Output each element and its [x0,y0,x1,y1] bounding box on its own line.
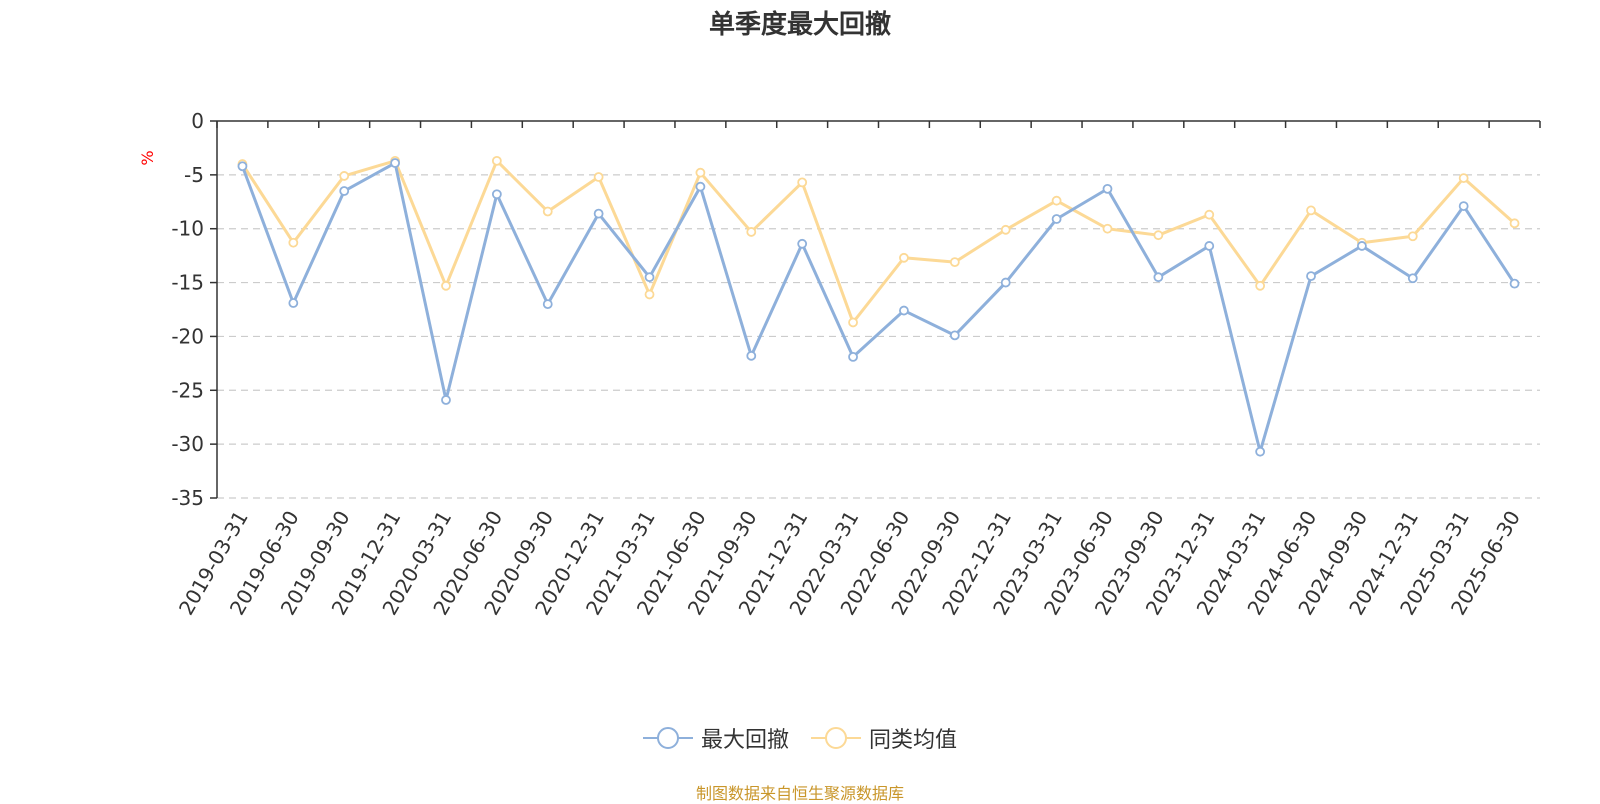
data-point-max-drawdown [390,158,400,168]
data-point-peer-average [1255,280,1266,291]
series-line-max-drawdown [241,161,1516,454]
data-point-peer-average [339,171,350,181]
data-point-max-drawdown [746,350,757,361]
y-tick-label: -15 [171,271,204,295]
data-point-max-drawdown [1458,201,1469,211]
y-axis-unit-label: % [138,150,157,165]
data-point-max-drawdown [1255,446,1266,457]
legend-label-max-drawdown: 最大回撤 [700,728,789,753]
data-point-max-drawdown [542,299,553,310]
grid-lines [217,174,1540,499]
data-point-max-drawdown [1306,271,1316,282]
data-point-peer-average [1306,205,1316,216]
data-point-peer-average [797,177,808,188]
data-point-peer-average [746,227,757,237]
data-point-peer-average [491,155,502,166]
data-point-max-drawdown [899,305,909,316]
data-point-max-drawdown [593,208,604,219]
chart-title: 单季度最大回撤 [708,10,891,40]
y-tick-label: -10 [171,217,204,241]
y-tick-label: 0 [191,109,204,133]
legend-marker-max-drawdown [642,727,693,749]
data-point-max-drawdown [491,189,502,200]
data-point-max-drawdown [949,330,960,341]
legend-item-max-drawdown[interactable]: 最大回撤 [642,722,789,754]
data-point-max-drawdown [848,351,858,362]
data-point-peer-average [288,237,299,248]
legend: 最大回撤 同类均值 [0,722,1600,754]
data-point-max-drawdown [1509,278,1520,289]
data-point-max-drawdown [1051,214,1062,224]
data-point-max-drawdown [644,272,655,283]
data-point-peer-average [1458,173,1469,183]
y-tick-label: -5 [184,163,204,187]
data-point-peer-average [441,280,451,291]
series-line-peer-average [241,159,1516,324]
data-point-max-drawdown [339,186,350,196]
data-point-peer-average [593,172,604,182]
data-point-peer-average [1051,195,1062,206]
data-point-peer-average [1509,218,1520,229]
data-point-peer-average [1407,231,1418,242]
data-point-max-drawdown [1153,272,1164,283]
data-point-peer-average [542,206,553,217]
data-point-peer-average [1204,209,1215,220]
y-tick-label: -25 [171,378,204,402]
data-point-peer-average [1000,224,1011,235]
data-point-max-drawdown [1357,241,1367,251]
source-note: 制图数据来自恒生聚源数据库 [695,784,904,803]
data-point-peer-average [644,289,655,300]
data-point-peer-average [848,317,858,328]
y-tick-label: -30 [171,432,204,456]
data-point-max-drawdown [1407,273,1418,284]
data-point-max-drawdown [288,298,299,308]
data-point-max-drawdown [1000,277,1011,288]
data-point-max-drawdown [1102,183,1113,194]
axes: 0-5-10-15-20-25-30-352019-03-312019-06-3… [171,109,1541,619]
legend-marker-peer-average [811,727,861,749]
series-lines [237,155,1520,457]
data-point-max-drawdown [237,161,248,172]
y-tick-label: -20 [171,324,204,348]
data-point-peer-average [695,167,706,178]
data-point-max-drawdown [441,395,451,405]
data-point-peer-average [949,257,960,268]
legend-label-peer-average: 同类均值 [869,728,958,753]
data-point-peer-average [1153,230,1164,241]
legend-item-peer-average[interactable]: 同类均值 [811,722,957,754]
data-point-peer-average [899,252,909,263]
data-point-max-drawdown [797,238,808,249]
y-tick-label: -35 [171,486,204,510]
data-point-max-drawdown [695,181,706,192]
data-point-peer-average [1102,223,1113,234]
data-point-max-drawdown [1204,241,1215,251]
